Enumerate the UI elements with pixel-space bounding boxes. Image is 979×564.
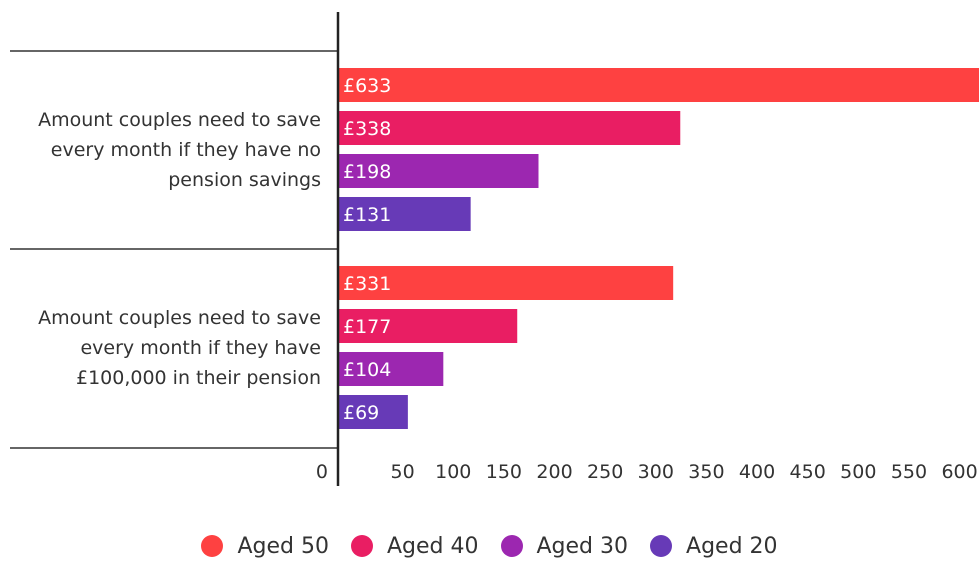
x-tick-label: 550 <box>891 461 927 483</box>
legend-item[interactable]: Aged 40 <box>350 533 479 559</box>
bar <box>338 395 408 429</box>
bar <box>338 68 979 102</box>
legend-label: Aged 30 <box>536 533 629 559</box>
category-label-line: Amount couples need to save <box>38 109 321 131</box>
bar <box>338 266 674 300</box>
bar-value-label: £338 <box>343 118 391 140</box>
legend-swatch <box>500 535 523 557</box>
x-tick-label: 200 <box>536 461 572 483</box>
x-tick-label: 0 <box>316 461 328 483</box>
legend-label: Aged 50 <box>237 533 329 559</box>
legend: Aged 50 Aged 40 Aged 30 Aged 20 <box>0 528 979 564</box>
x-tick-label: 500 <box>840 461 876 483</box>
bar <box>338 111 681 145</box>
category-label-line: every month if they have no <box>50 139 321 161</box>
category-label: Amount couples need to save every month i… <box>0 303 321 393</box>
legend-swatch <box>650 535 673 557</box>
bar-value-label: £198 <box>343 161 391 183</box>
bar-chart: £633 £338 £198 £131 £331 £177 £104 £69 0 50 100 150… <box>10 12 979 486</box>
category-label-line: pension savings <box>168 169 321 191</box>
legend-item[interactable]: Aged 30 <box>500 533 629 559</box>
x-tick-label: 400 <box>739 461 775 483</box>
category-label-line: every month if they have <box>80 337 321 359</box>
bar-value-label: £331 <box>343 273 391 295</box>
bar-value-label: £104 <box>343 359 391 381</box>
category-label: Amount couples need to save every month i… <box>0 105 321 195</box>
x-tick-label: 100 <box>435 461 471 483</box>
legend-label: Aged 20 <box>686 533 778 559</box>
x-tick-label: 50 <box>391 461 415 483</box>
x-tick-label: 450 <box>790 461 826 483</box>
x-tick-label: 300 <box>638 461 674 483</box>
category-label-line: £100,000 in their pension <box>75 367 321 389</box>
legend-swatch <box>350 535 373 557</box>
bar <box>338 197 471 231</box>
legend-item[interactable]: Aged 50 <box>201 534 329 559</box>
bar <box>338 352 444 386</box>
x-tick-label: 250 <box>587 461 623 483</box>
bar <box>338 309 518 343</box>
bar-value-label: £633 <box>343 75 391 97</box>
x-tick-label: 600 <box>941 461 977 483</box>
bar <box>338 154 539 188</box>
legend-item[interactable]: Aged 20 <box>650 534 778 559</box>
category-label-line: Amount couples need to save <box>38 307 321 329</box>
bar-value-label: £177 <box>343 316 391 338</box>
bar-value-label: £131 <box>343 204 391 226</box>
bar-value-label: £69 <box>343 402 379 424</box>
x-tick-label: 350 <box>688 461 724 483</box>
legend-swatch <box>201 535 224 557</box>
legend-label: Aged 40 <box>386 533 479 559</box>
x-tick-label: 150 <box>486 461 522 483</box>
